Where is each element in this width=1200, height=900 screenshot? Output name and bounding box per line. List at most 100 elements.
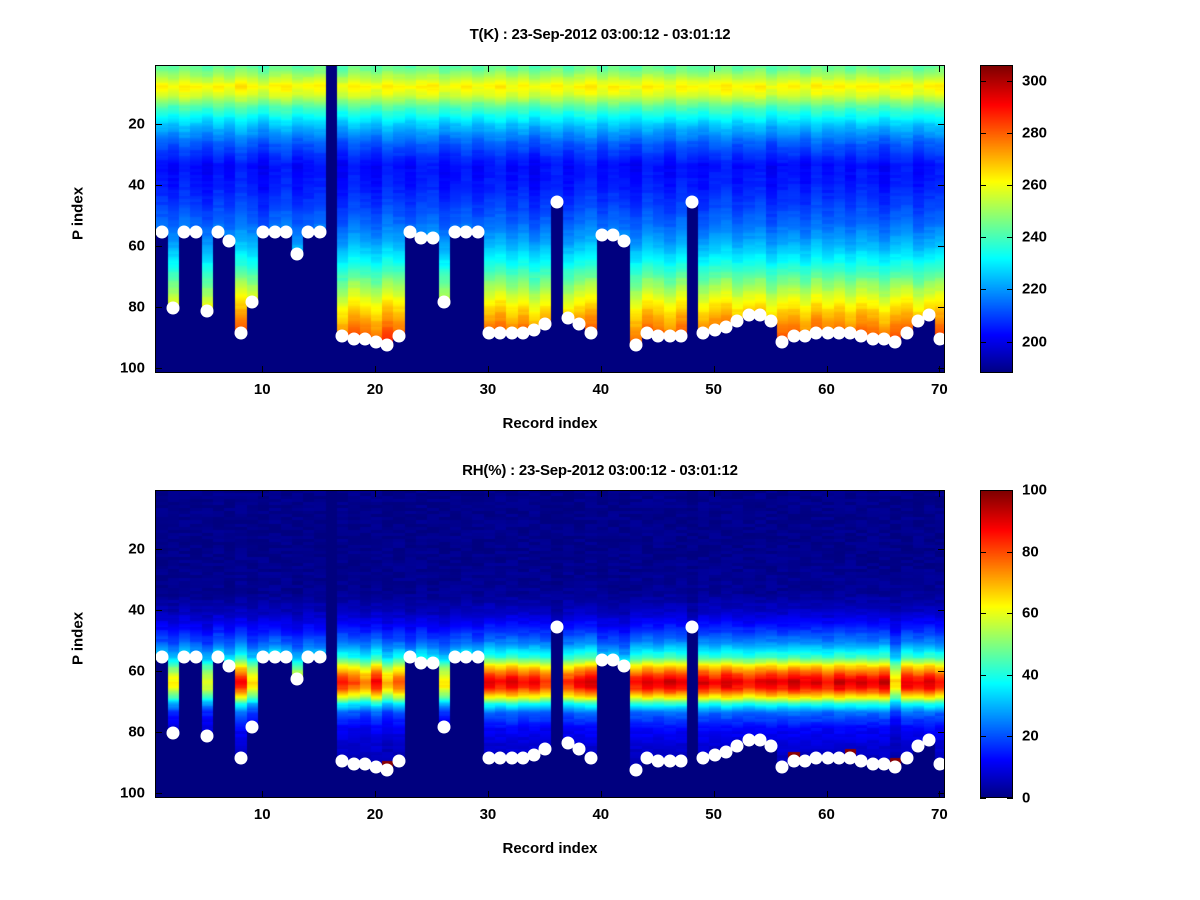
y-tick-label: 80	[128, 298, 145, 316]
surface-marker	[268, 650, 281, 664]
surface-marker	[448, 650, 462, 664]
surface-marker-layer-relative-humidity	[156, 491, 944, 797]
plot-title-relative-humidity: RH(%) : 23-Sep-2012 03:00:12 - 03:01:12	[462, 462, 738, 479]
surface-marker	[708, 323, 722, 337]
surface-marker	[482, 326, 496, 340]
surface-marker	[888, 760, 902, 774]
surface-marker	[414, 231, 428, 245]
x-tick-label: 50	[705, 381, 722, 398]
x-tick-label: 10	[253, 806, 271, 823]
surface-marker	[516, 326, 530, 340]
x-tick	[375, 65, 377, 72]
y-tick	[155, 246, 162, 248]
surface-marker	[719, 320, 733, 334]
surface-marker	[403, 225, 417, 239]
x-tick-label: 40	[592, 381, 610, 398]
surface-marker	[550, 195, 564, 209]
surface-marker	[821, 751, 834, 765]
x-tick-label: 60	[818, 806, 835, 823]
colorbar-tick	[1007, 613, 1013, 615]
x-tick	[487, 366, 489, 373]
x-tick-label: 30	[479, 381, 497, 398]
surface-marker	[798, 329, 812, 343]
colorbar-relative-humidity[interactable]	[980, 490, 1013, 798]
colorbar-tick-label: 280	[1022, 124, 1048, 142]
x-tick	[375, 490, 377, 497]
surface-marker	[245, 295, 259, 309]
heatmap-axes-relative-humidity[interactable]	[155, 490, 945, 798]
surface-marker	[301, 225, 315, 239]
surface-marker	[696, 326, 710, 340]
surface-marker	[380, 338, 394, 352]
surface-marker	[189, 225, 202, 239]
y-tick-label: 20	[128, 115, 145, 133]
surface-marker	[606, 653, 620, 667]
x-tick	[600, 490, 602, 497]
heatmap-axes-temperature[interactable]	[155, 65, 945, 373]
x-tick-label: 70	[931, 806, 948, 823]
colorbar-tick-label: 300	[1022, 72, 1048, 90]
surface-marker	[651, 329, 665, 343]
surface-marker	[369, 760, 383, 774]
colorbar-tick	[1007, 490, 1013, 491]
x-tick	[713, 490, 715, 497]
surface-marker	[843, 326, 857, 340]
y-tick	[938, 671, 945, 673]
surface-marker	[516, 751, 530, 765]
x-tick	[375, 791, 377, 798]
colorbar-tick	[980, 613, 986, 615]
x-tick	[487, 490, 489, 497]
x-tick-label: 20	[366, 806, 384, 823]
surface-marker	[211, 650, 225, 664]
y-tick	[155, 549, 162, 551]
surface-marker	[651, 754, 665, 768]
surface-marker	[527, 323, 541, 337]
surface-marker	[617, 234, 631, 248]
surface-marker	[922, 308, 936, 322]
xaxis-label-temperature: Record index	[502, 415, 598, 432]
surface-marker	[685, 195, 699, 209]
y-tick-label: 40	[128, 176, 145, 194]
surface-marker	[584, 751, 597, 765]
surface-marker	[900, 751, 913, 765]
y-tick	[938, 307, 945, 309]
y-tick	[155, 185, 162, 187]
surface-marker	[809, 751, 823, 765]
surface-marker	[335, 754, 349, 768]
colorbar-tick	[1007, 237, 1013, 239]
x-tick	[939, 65, 941, 72]
colorbar-tick	[1007, 289, 1013, 291]
surface-marker	[313, 225, 327, 239]
surface-marker	[617, 659, 631, 673]
yaxis-label-temperature: P index	[69, 186, 87, 241]
surface-marker	[561, 736, 575, 750]
surface-marker	[640, 326, 654, 340]
surface-marker	[358, 757, 372, 771]
colorbar-tick	[1007, 674, 1013, 676]
colorbar-temperature[interactable]	[980, 65, 1013, 373]
surface-marker	[156, 650, 169, 664]
surface-marker	[640, 751, 654, 765]
x-tick	[487, 65, 489, 72]
surface-marker	[877, 332, 891, 346]
surface-marker	[437, 720, 451, 734]
surface-marker	[798, 754, 812, 768]
surface-marker	[335, 329, 349, 343]
y-tick-label: 40	[128, 601, 145, 619]
surface-marker	[809, 326, 823, 340]
y-tick-label: 60	[128, 237, 145, 255]
x-tick	[600, 791, 602, 798]
surface-marker	[448, 225, 462, 239]
colorbar-tick	[1007, 185, 1013, 187]
colorbar-tick-label: 100	[1022, 481, 1048, 499]
surface-marker	[279, 225, 293, 239]
surface-marker	[403, 650, 417, 664]
y-tick	[938, 732, 945, 734]
x-tick	[375, 366, 377, 373]
x-tick-label: 30	[479, 806, 497, 823]
x-tick	[939, 490, 941, 497]
surface-marker	[696, 751, 710, 765]
x-tick	[262, 490, 264, 497]
surface-marker	[166, 301, 180, 315]
x-tick	[826, 791, 828, 798]
